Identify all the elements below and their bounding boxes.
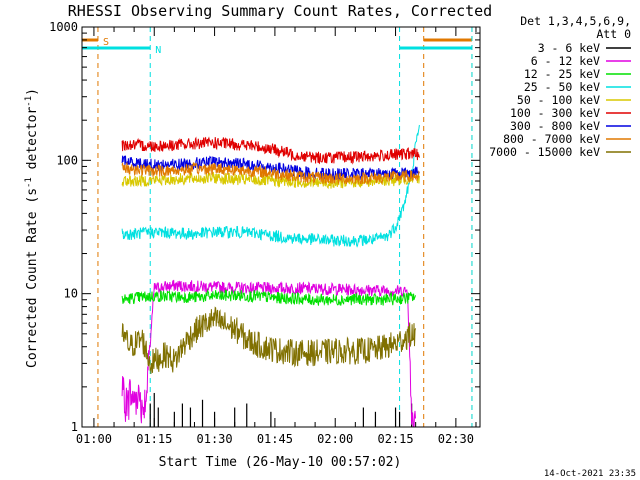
legend-label: 3 - 6 keV — [538, 41, 600, 55]
legend-label: 300 - 800 keV — [510, 119, 600, 133]
series-3-6-kev — [149, 392, 413, 427]
x-tick-label: 02:15 — [377, 432, 413, 446]
legend-label: 25 - 50 keV — [524, 80, 600, 94]
legend-label: 50 - 100 keV — [517, 93, 600, 107]
series-25-50-kev — [121, 124, 420, 248]
data-line — [121, 136, 420, 165]
legend-header: Det 1,3,4,5,6,9, Att 0 — [520, 14, 631, 41]
y-tick-label: 10 — [64, 287, 78, 301]
x-tick-label: 01:00 — [76, 432, 112, 446]
series-7000-15000-kev — [121, 306, 416, 374]
footer-date: 14-Oct-2021 23:35 — [544, 469, 636, 479]
data-line — [121, 155, 420, 182]
legend-label: 12 - 25 keV — [524, 67, 600, 81]
series-100-300-kev — [121, 136, 420, 165]
x-tick-label: 02:30 — [438, 432, 474, 446]
data-line — [121, 306, 416, 374]
legend-header-line-1: Det 1,3,4,5,6,9, — [520, 14, 631, 28]
y-tick-label: 100 — [56, 153, 78, 167]
y-tick-label: 1 — [71, 420, 78, 434]
x-tick-label: 01:30 — [197, 432, 233, 446]
flag-s-label: S — [103, 37, 109, 48]
y-axis-label: Corrected Count Rate (s-1 detector-1) — [24, 88, 40, 368]
legend-label: 100 - 300 keV — [510, 106, 600, 120]
series-layer — [121, 124, 420, 427]
plot-frame — [81, 26, 481, 428]
legend-label: 800 - 7000 keV — [503, 132, 600, 146]
series-300-800-kev — [121, 155, 420, 182]
chart-title: RHESSI Observing Summary Count Rates, Co… — [68, 2, 492, 20]
data-line — [121, 279, 416, 427]
observing-flags: SN — [82, 27, 473, 427]
data-line — [121, 288, 416, 307]
legend-label: 7000 - 15000 keV — [489, 145, 600, 159]
x-tick-label: 02:00 — [317, 432, 353, 446]
x-axis-label: Start Time (26-May-10 00:57:02) — [159, 455, 402, 470]
axes: 01:00 01:15 01:30 01:45 02:00 02:15 02:30 1 10 10… — [49, 20, 481, 446]
legend-label: 6 - 12 keV — [531, 54, 600, 68]
series-800-7000-kev — [121, 161, 420, 185]
data-line — [121, 161, 420, 185]
series-6-12-kev — [121, 279, 416, 427]
legend-header-line-2: Att 0 — [596, 27, 631, 41]
y-tick-label: 1000 — [49, 20, 78, 34]
x-tick-label: 01:45 — [257, 432, 293, 446]
series-12-25-kev — [121, 288, 416, 307]
x-tick-label: 01:15 — [136, 432, 172, 446]
flag-n-label: N — [155, 45, 161, 56]
data-line — [121, 124, 420, 248]
